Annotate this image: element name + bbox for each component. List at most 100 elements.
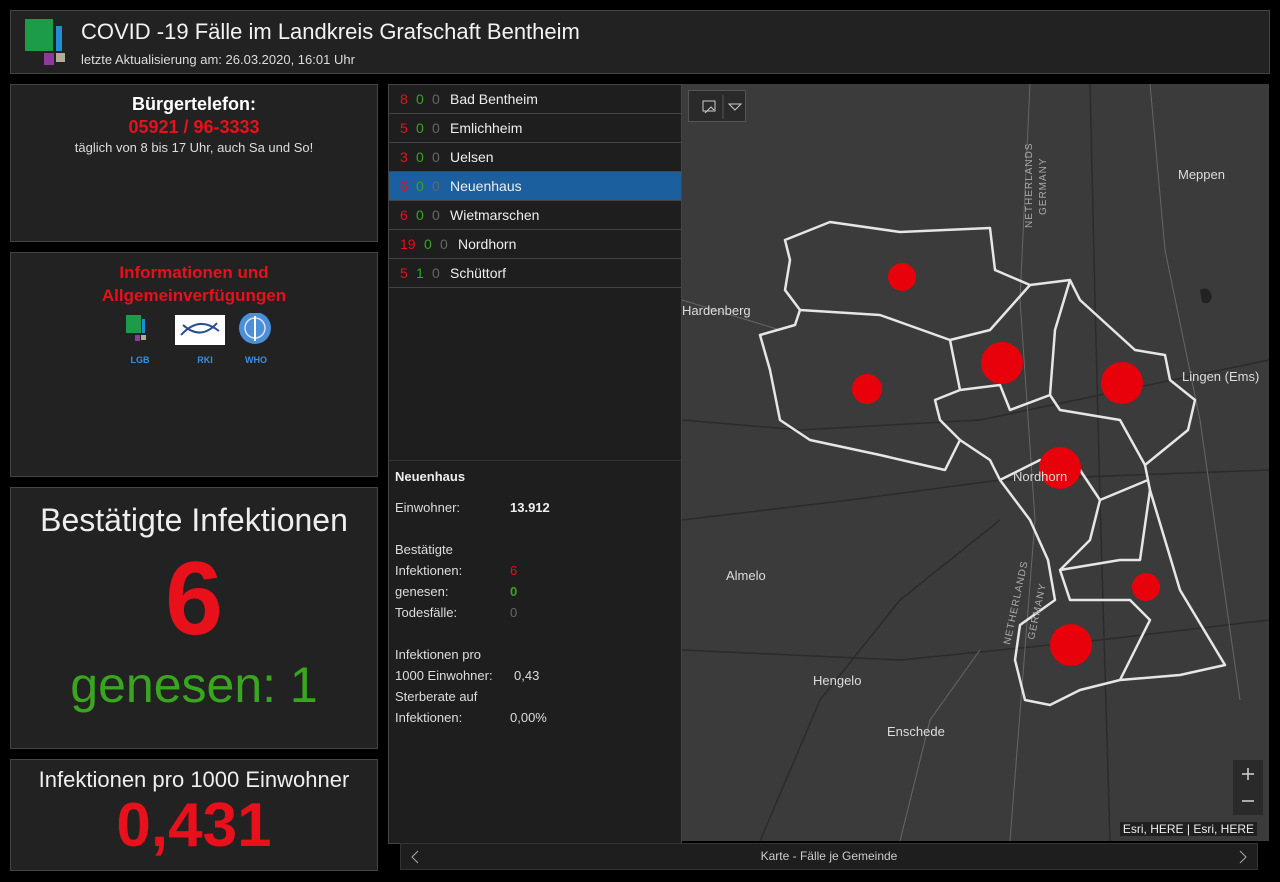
detail-label: Bestätigte Infektionen: [395, 539, 475, 581]
municipality-list: 800Bad Bentheim500Emlichheim300Uelsen600… [389, 85, 681, 461]
municipality-name: Bad Bentheim [450, 85, 538, 113]
recovered-count: 0 [416, 85, 424, 113]
municipality-name: Emlichheim [450, 114, 522, 142]
border-labels: NETHERLANDS GERMANY NETHERLANDS GERMANY [1002, 143, 1049, 646]
header: COVID -19 Fälle im Landkreis Grafschaft … [10, 10, 1270, 74]
hotline-phone[interactable]: 05921 / 96-3333 [11, 117, 377, 138]
place-label: Hengelo [813, 673, 861, 688]
list-row[interactable]: 300 Uelsen [389, 143, 681, 172]
zoom-controls [1233, 760, 1263, 815]
hotline-panel: Bürgertelefon: 05921 / 96-3333 täglich v… [10, 84, 378, 242]
next-button[interactable] [1237, 850, 1249, 864]
map-nav: Karte - Fälle je Gemeinde [400, 843, 1258, 870]
boundaries [760, 222, 1225, 705]
detail-label: Sterberate auf Infektionen: [395, 686, 495, 728]
detail-label: Infektionen pro 1000 Einwohner: [395, 644, 507, 686]
detail-value: 6 [510, 560, 517, 581]
title: COVID -19 Fälle im Landkreis Grafschaft … [81, 19, 580, 45]
case-count: 5 [400, 114, 408, 142]
detail-label: genesen: [395, 581, 505, 602]
roads [682, 84, 1269, 841]
municipality-name: Nordhorn [458, 230, 516, 258]
list-row[interactable]: 510 Schüttorf [389, 259, 681, 288]
case-markers [852, 263, 1160, 666]
recovered-count: 0 [424, 230, 432, 258]
subtitle: letzte Aktualisierung am: 26.03.2020, 16… [81, 52, 355, 67]
case-marker[interactable] [981, 342, 1023, 384]
rate-panel: Infektionen pro 1000 Einwohner 0,431 [10, 759, 378, 871]
tool-icons [689, 91, 747, 123]
case-count: 6 [400, 172, 408, 200]
detail-label: Einwohner: [395, 497, 505, 518]
death-count: 0 [432, 259, 440, 287]
detail-value: 0,00% [510, 707, 547, 728]
info-title: Informationen und Allgemeinverfügungen [84, 261, 304, 307]
case-count: 8 [400, 85, 408, 113]
minor-roads [682, 84, 1240, 841]
case-count: 5 [400, 259, 408, 287]
place-label: Hardenberg [682, 303, 751, 318]
detail-value: 0 [510, 602, 517, 623]
info-panel: Informationen und Allgemeinverfügungen L… [10, 252, 378, 477]
infections-panel: Bestätigte Infektionen 6 genesen: 1 [10, 487, 378, 749]
case-count: 3 [400, 143, 408, 171]
list-row[interactable]: 500Emlichheim [389, 114, 681, 143]
info-links: LGB RKI WHO [121, 313, 281, 369]
infections-value: 6 [11, 539, 377, 659]
detail-value: 0,43 [514, 665, 539, 686]
recovered-count: 0 [416, 114, 424, 142]
recovered-count: 0 [416, 201, 424, 229]
rate-value: 0,431 [11, 793, 377, 859]
case-count: 19 [400, 230, 416, 258]
zoom-icons [1233, 760, 1263, 815]
list-row[interactable]: 600 Wietmarschen [389, 201, 681, 230]
recovered-count: 0 [416, 143, 424, 171]
link-lgb[interactable]: LGB [126, 315, 150, 365]
municipality-name: Schüttorf [450, 259, 506, 287]
map[interactable]: Meppen Hardenberg Lingen (Ems) Nordhorn … [682, 84, 1269, 841]
case-marker[interactable] [1132, 573, 1160, 601]
list-row[interactable]: 600Neuenhaus [389, 172, 681, 201]
detail-value: 0 [510, 581, 517, 602]
case-marker[interactable] [852, 374, 882, 404]
case-marker[interactable] [1050, 624, 1092, 666]
case-count: 6 [400, 201, 408, 229]
case-marker[interactable] [888, 263, 916, 291]
hotline-title: Bürgertelefon: [11, 94, 377, 115]
death-count: 0 [432, 143, 440, 171]
link-rki[interactable]: RKI [175, 315, 225, 365]
death-count: 0 [432, 172, 440, 200]
place-label: Enschede [887, 724, 945, 739]
death-count: 0 [432, 85, 440, 113]
list-panel: 800Bad Bentheim500Emlichheim300Uelsen600… [388, 84, 682, 844]
recovered-count: 1 [416, 259, 424, 287]
detail-value: 13.912 [510, 497, 550, 518]
link-label[interactable]: RKI [197, 355, 213, 365]
place-label: Meppen [1178, 167, 1225, 182]
place-label: Nordhorn [1013, 469, 1067, 484]
logo [25, 19, 69, 67]
municipality-name: Uelsen [450, 143, 494, 171]
prev-button[interactable] [409, 850, 421, 864]
place-label: Lingen (Ems) [1182, 369, 1259, 384]
attribution: Esri, HERE | Esri, HERE [1120, 822, 1257, 836]
list-row[interactable]: 1900Nordhorn [389, 230, 681, 259]
link-label[interactable]: WHO [245, 355, 267, 365]
map-tools[interactable] [688, 90, 746, 122]
lake [1200, 288, 1212, 303]
divider [389, 460, 681, 461]
case-marker[interactable] [1101, 362, 1143, 404]
recovered-count: 0 [416, 172, 424, 200]
border-label: NETHERLANDS [1024, 143, 1035, 228]
border-label: GERMANY [1038, 157, 1049, 215]
place-label: Almelo [726, 568, 766, 583]
map-caption: Karte - Fälle je Gemeinde [401, 844, 1257, 869]
zoom-in[interactable] [1242, 768, 1254, 780]
list-row[interactable]: 800 Bad Bentheim [389, 85, 681, 114]
link-label[interactable]: LGB [131, 355, 150, 365]
recovered-value: genesen: 1 [11, 657, 377, 713]
death-count: 0 [432, 201, 440, 229]
hotline-hours: täglich von 8 bis 17 Uhr, auch Sa und So… [11, 140, 377, 155]
link-who[interactable]: WHO [239, 313, 271, 365]
municipality-name: Wietmarschen [450, 201, 539, 229]
